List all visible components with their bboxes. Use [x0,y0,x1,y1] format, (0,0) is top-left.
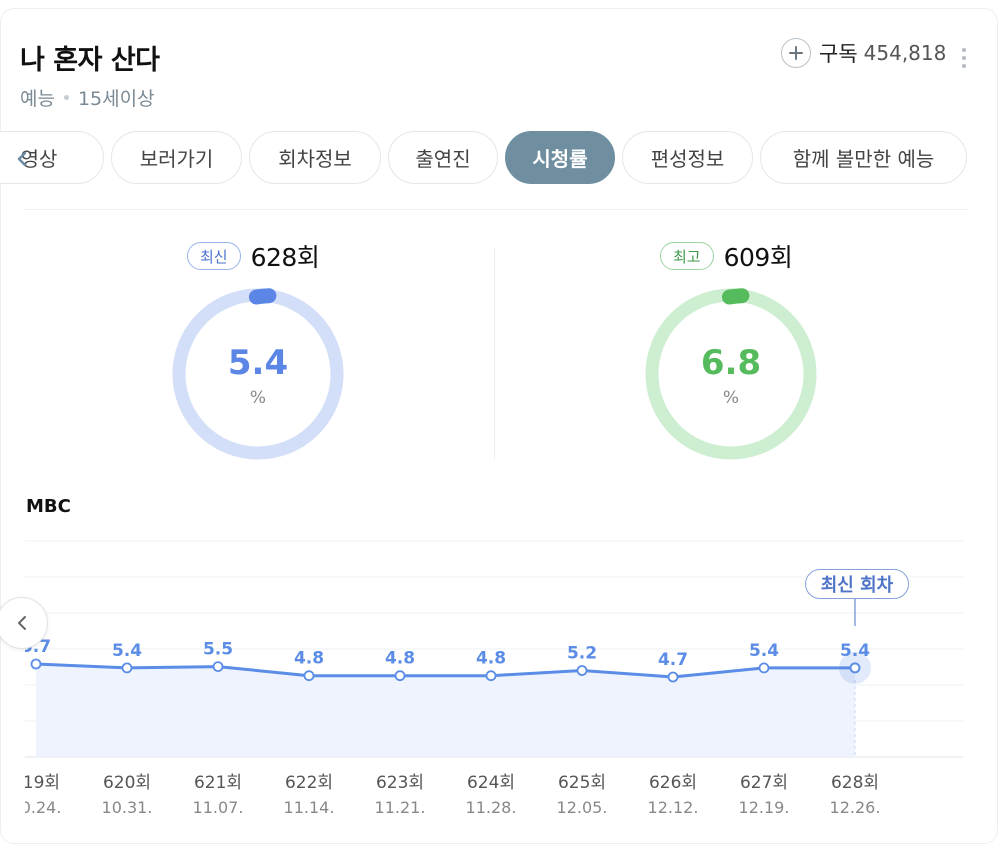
x-tick-episode: 624회 [467,773,515,793]
x-tick-date: 12.26. [830,798,881,817]
genre-label: 예능 [20,88,55,110]
tab-episode-info[interactable]: 회차정보 [249,131,381,184]
tab-cast[interactable]: 출연진 [388,131,498,184]
x-tick-episode: 623회 [376,773,424,793]
data-point [758,662,770,674]
data-point [30,658,42,670]
age-rating-label: 15세이상 [77,88,155,110]
tab-similar-shows[interactable]: 함께 볼만한 예능 [760,131,967,184]
tab-bar: 영상 보러가기 회차정보 출연진 시청률 편성정보 함께 볼만한 예능 [0,131,998,185]
x-tick-date: 11.28. [466,798,517,817]
area-fill [36,664,855,757]
meta-separator [63,95,69,100]
data-point [394,670,406,682]
x-tick-date: 11.14. [284,798,335,817]
x-tick-date: 11.21. [375,798,426,817]
data-point [576,665,588,676]
data-label: 5.4 [112,641,142,661]
data-point-latest [849,662,861,674]
tab-schedule[interactable]: 편성정보 [622,131,753,184]
data-label: 4.8 [294,649,324,669]
data-label: 4.8 [385,649,415,669]
data-point [121,662,133,674]
x-tick-date: 12.05. [557,798,608,817]
subscribe-label[interactable]: 구독 [819,42,858,66]
subscribe-area: 구독 454,818 [781,38,946,68]
x-tick-date: 11.07. [193,798,244,817]
best-stat-header: 최고 609회 [660,238,793,274]
latest-gauge: 5.4 % [172,288,344,460]
best-gauge-cap [721,288,750,305]
best-gauge: 6.8 % [645,288,817,460]
channel-label: MBC [26,496,71,517]
data-label: 5.2 [567,644,597,664]
x-tick-date: 12.12. [648,798,699,817]
data-label: 5.4 [749,641,779,661]
chevron-left-icon[interactable] [0,597,48,649]
latest-stat-header: 최신 628회 [187,238,320,274]
more-vertical-icon[interactable] [958,48,970,72]
latest-gauge-cap [248,288,277,305]
best-rating-value: 6.8 [700,343,762,383]
x-tick-date: 10.24. [11,798,62,817]
stat-divider [494,248,495,460]
best-badge: 최고 [660,242,714,270]
data-point [303,670,315,682]
chevron-left-icon[interactable] [8,145,36,173]
x-tick-episode: 625회 [558,773,606,793]
best-rating-unit: % [722,388,740,408]
program-title: 나 혼자 산다 [20,45,160,76]
x-tick-episode: 622회 [285,773,333,793]
data-point [212,661,224,672]
data-point [667,671,679,683]
latest-rating-value: 5.4 [227,343,289,383]
tab-video[interactable]: 영상 [0,131,104,184]
best-episode: 609회 [723,243,793,272]
x-tick-episode: 620회 [103,773,151,793]
latest-episode: 628회 [250,243,320,272]
data-label: 5.4 [840,641,870,661]
ratings-line-chart: 5.7619회10.24.5.4620회10.31.5.5621회11.07.4… [11,540,963,817]
series-line [35,662,855,679]
x-tick-episode: 627회 [740,773,788,793]
data-label: 4.8 [476,649,506,669]
x-tick-episode: 619회 [12,773,60,793]
x-tick-date: 12.19. [739,798,790,817]
section-divider [24,209,968,210]
latest-rating-unit: % [249,388,267,408]
latest-episode-tag: 최신 회차 [805,569,909,599]
x-tick-episode: 621회 [194,773,242,793]
x-tick-episode: 626회 [649,773,697,793]
program-meta: 예능 15세이상 [20,84,155,111]
data-label: 5.5 [203,640,233,660]
plus-icon[interactable] [781,38,811,68]
subscriber-count: 454,818 [863,41,947,65]
tab-ratings[interactable]: 시청률 [505,131,615,184]
data-label: 4.7 [658,650,688,670]
x-tick-episode: 628회 [831,773,879,793]
x-tick-date: 10.31. [102,798,153,817]
data-point [485,670,497,682]
tab-watch[interactable]: 보러가기 [111,131,242,184]
latest-badge: 최신 [187,242,241,270]
